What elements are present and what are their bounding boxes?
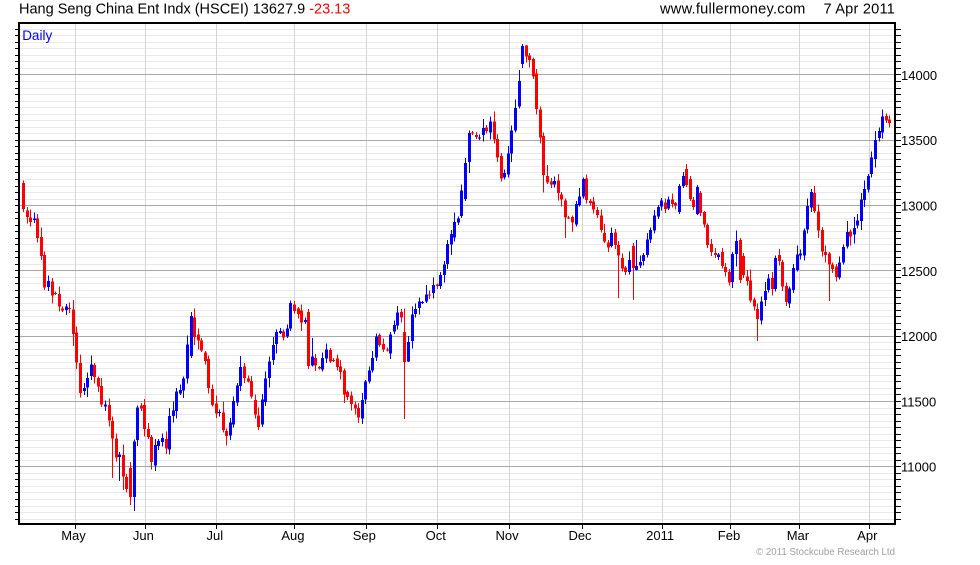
svg-text:7 Apr 2011: 7 Apr 2011 — [823, 2, 895, 18]
svg-text:Apr: Apr — [857, 528, 878, 543]
svg-text:Hang Seng China Ent Indx (HSCE: Hang Seng China Ent Indx (HSCEI) 13627.9… — [19, 2, 350, 18]
svg-text:Mar: Mar — [787, 528, 810, 543]
svg-text:Jul: Jul — [206, 528, 223, 543]
svg-text:Jun: Jun — [133, 528, 154, 543]
svg-text:www.fullermoney.com: www.fullermoney.com — [659, 2, 806, 18]
svg-text:12000: 12000 — [901, 329, 937, 344]
svg-text:13000: 13000 — [901, 199, 937, 214]
svg-text:May: May — [61, 528, 86, 543]
svg-text:Feb: Feb — [718, 528, 740, 543]
svg-text:Nov: Nov — [496, 528, 520, 543]
svg-text:12500: 12500 — [901, 264, 937, 279]
svg-text:13500: 13500 — [901, 133, 937, 148]
svg-text:© 2011 Stockcube Research Ltd: © 2011 Stockcube Research Ltd — [756, 547, 895, 558]
svg-text:11000: 11000 — [901, 460, 936, 475]
svg-text:11500: 11500 — [901, 394, 936, 409]
svg-text:Daily: Daily — [22, 28, 52, 43]
svg-text:Dec: Dec — [568, 528, 592, 543]
svg-text:14000: 14000 — [901, 68, 937, 83]
svg-text:2011: 2011 — [646, 528, 674, 543]
svg-text:Aug: Aug — [281, 528, 304, 543]
svg-text:Oct: Oct — [426, 528, 447, 543]
svg-text:Sep: Sep — [353, 528, 376, 543]
